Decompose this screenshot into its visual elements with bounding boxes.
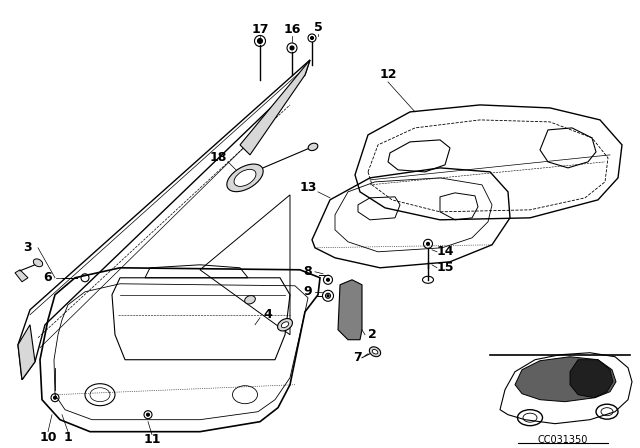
Polygon shape — [240, 60, 310, 155]
Ellipse shape — [326, 293, 330, 298]
Text: CC031350: CC031350 — [538, 435, 588, 445]
Text: 3: 3 — [24, 241, 32, 254]
Text: 11: 11 — [143, 433, 161, 446]
Ellipse shape — [54, 396, 56, 399]
Text: 1: 1 — [63, 431, 72, 444]
Text: 16: 16 — [284, 23, 301, 36]
Ellipse shape — [310, 36, 314, 39]
Polygon shape — [570, 360, 613, 398]
Polygon shape — [15, 270, 28, 282]
Ellipse shape — [326, 278, 330, 281]
Text: 15: 15 — [436, 261, 454, 274]
Ellipse shape — [369, 347, 381, 357]
Text: 5: 5 — [314, 22, 323, 34]
Text: 17: 17 — [252, 23, 269, 36]
Ellipse shape — [227, 164, 263, 192]
Ellipse shape — [257, 39, 262, 43]
Ellipse shape — [278, 319, 292, 331]
Ellipse shape — [282, 322, 289, 327]
Text: 12: 12 — [380, 69, 397, 82]
Ellipse shape — [426, 242, 429, 246]
Ellipse shape — [33, 259, 43, 267]
Text: 4: 4 — [264, 308, 273, 321]
Ellipse shape — [234, 169, 256, 186]
Text: 14: 14 — [436, 246, 454, 258]
Text: 10: 10 — [39, 431, 57, 444]
Polygon shape — [18, 325, 35, 380]
Ellipse shape — [308, 143, 318, 151]
Ellipse shape — [372, 349, 378, 354]
Ellipse shape — [244, 296, 255, 304]
Ellipse shape — [327, 295, 329, 297]
Text: 9: 9 — [304, 285, 312, 298]
Text: 2: 2 — [367, 328, 376, 341]
Text: 18: 18 — [209, 151, 227, 164]
Text: 7: 7 — [354, 351, 362, 364]
Polygon shape — [515, 357, 616, 402]
Polygon shape — [338, 280, 362, 340]
Ellipse shape — [290, 46, 294, 50]
Text: 6: 6 — [44, 271, 52, 284]
Ellipse shape — [147, 413, 150, 416]
Text: 13: 13 — [300, 181, 317, 194]
Text: 8: 8 — [304, 265, 312, 278]
